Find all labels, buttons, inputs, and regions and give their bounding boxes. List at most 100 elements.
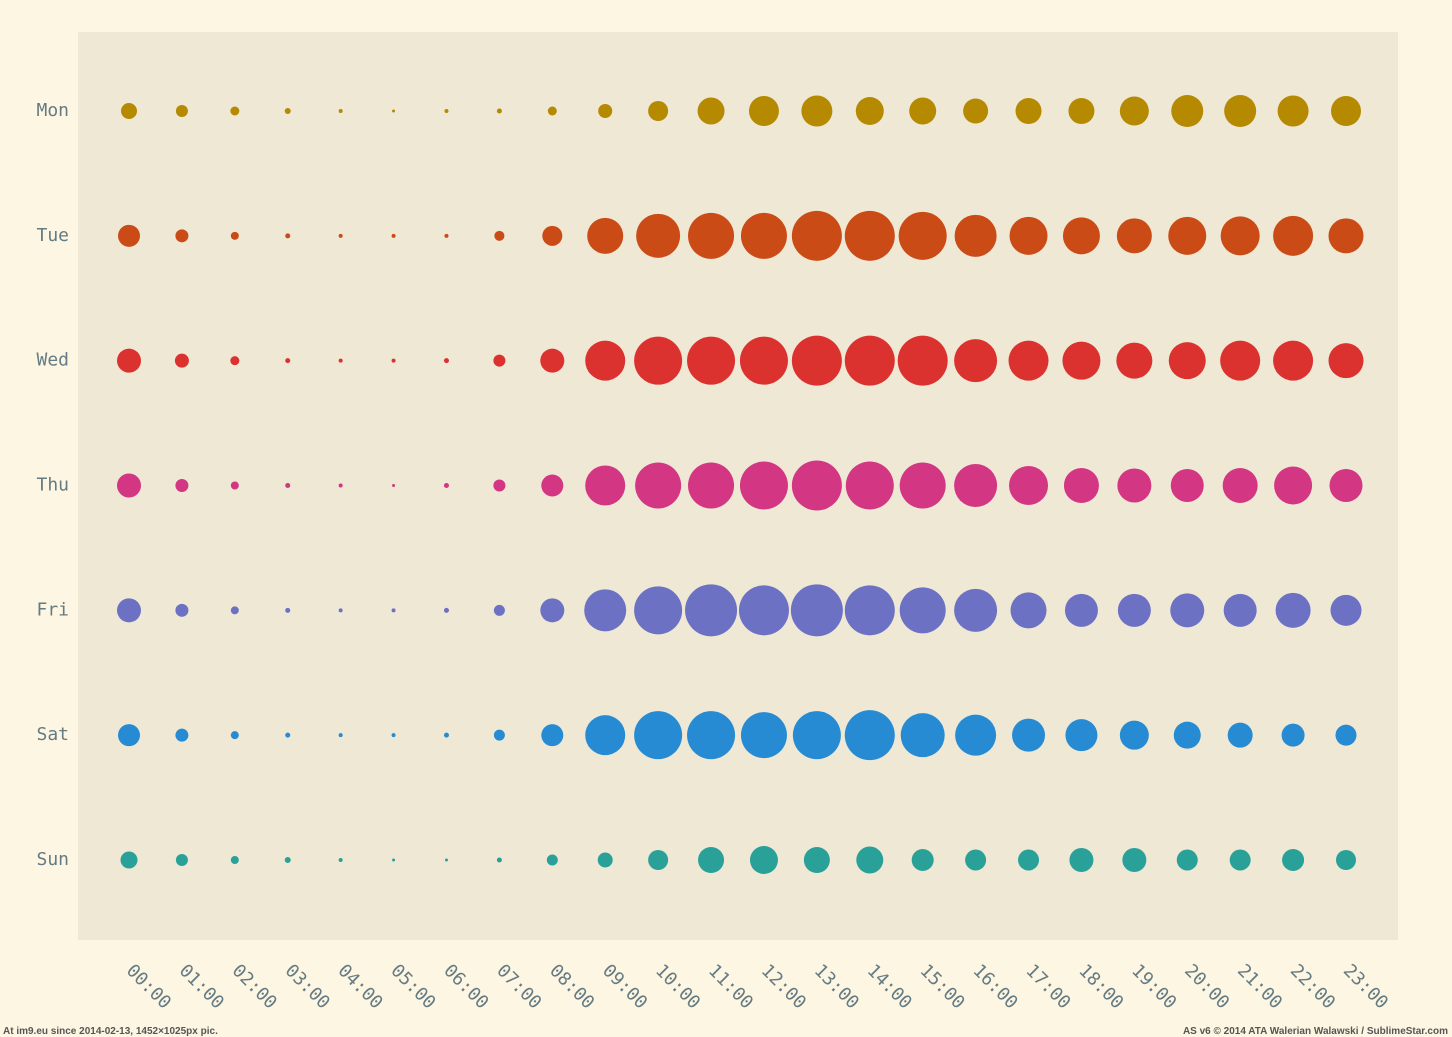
bubble xyxy=(230,481,239,490)
bubble xyxy=(392,109,396,113)
bubble xyxy=(685,584,738,637)
bubble xyxy=(1330,594,1362,626)
footer-left: At im9.eu since 2014-02-13, 1452×1025px … xyxy=(3,1026,218,1037)
bubble xyxy=(791,210,842,261)
bubble xyxy=(338,483,343,488)
bubble xyxy=(338,608,343,613)
bubble xyxy=(844,335,895,386)
row-label: Tue xyxy=(36,225,69,246)
bubble xyxy=(1328,218,1364,254)
bubble xyxy=(338,109,343,113)
bubble xyxy=(496,857,502,863)
bubble xyxy=(585,340,626,381)
bubble xyxy=(1010,592,1047,629)
bubble xyxy=(443,483,449,488)
bubble xyxy=(585,715,626,756)
bubble xyxy=(844,710,895,761)
bubble xyxy=(285,483,291,488)
bubble xyxy=(1224,95,1257,127)
bubble xyxy=(1119,96,1149,126)
bubble xyxy=(1009,466,1049,505)
row-label: Wed xyxy=(36,350,69,371)
bubble xyxy=(175,105,188,117)
bubble xyxy=(648,101,669,121)
bubble xyxy=(391,733,396,738)
bubble xyxy=(496,108,502,114)
bubble xyxy=(1119,720,1149,750)
bubble xyxy=(1220,340,1261,381)
bubble xyxy=(1336,850,1356,870)
bubble xyxy=(1173,721,1201,749)
bubble xyxy=(1069,848,1094,872)
bubble xyxy=(1063,468,1099,503)
bubble xyxy=(898,211,947,260)
bubble xyxy=(285,607,291,613)
bubble xyxy=(175,854,188,866)
bubble xyxy=(1227,722,1253,748)
bubble xyxy=(899,462,946,509)
bubble xyxy=(285,732,291,738)
bubble xyxy=(1273,215,1314,256)
bubble xyxy=(963,98,989,124)
bubble xyxy=(1282,849,1305,871)
bubble xyxy=(443,607,449,613)
bubble xyxy=(1335,724,1357,746)
bubble xyxy=(444,233,449,238)
bubble xyxy=(598,104,613,118)
bubble xyxy=(1274,466,1313,505)
bubble xyxy=(698,847,725,873)
bubble xyxy=(117,348,141,373)
bubble xyxy=(844,585,895,636)
bubble xyxy=(911,849,934,871)
bubble xyxy=(391,358,396,363)
bubble xyxy=(1229,849,1251,871)
bubble xyxy=(175,479,189,492)
bubble xyxy=(546,854,558,866)
bubble xyxy=(493,479,506,492)
bubble xyxy=(954,464,998,507)
bubble xyxy=(230,356,240,366)
bubble xyxy=(338,858,343,862)
bubble xyxy=(790,584,843,637)
bubble xyxy=(587,217,624,254)
bubble xyxy=(1012,718,1046,752)
bubble xyxy=(1171,95,1204,127)
bubble xyxy=(844,210,895,261)
bubble xyxy=(1329,469,1363,502)
bubble xyxy=(738,585,789,636)
bubble xyxy=(1116,342,1153,379)
bubble xyxy=(493,604,505,616)
bubble xyxy=(1015,98,1042,124)
bubble xyxy=(117,598,141,623)
bubble xyxy=(338,733,343,738)
bubble xyxy=(687,336,736,385)
bubble xyxy=(1168,216,1207,255)
bubble xyxy=(444,858,448,862)
bubble xyxy=(391,608,396,613)
bubble xyxy=(494,230,505,241)
bubble xyxy=(954,339,998,383)
bubble xyxy=(740,712,787,759)
bubble xyxy=(338,233,343,238)
bubble xyxy=(444,109,449,113)
bubble xyxy=(687,711,736,760)
bubble xyxy=(174,353,189,368)
bubble xyxy=(697,97,725,125)
bubble xyxy=(648,850,669,870)
bubble xyxy=(899,587,946,634)
bubble xyxy=(230,106,240,116)
bubble xyxy=(1117,593,1151,627)
bubble xyxy=(1170,593,1205,628)
bubble xyxy=(1223,593,1257,627)
bubble xyxy=(1065,719,1098,752)
bubble xyxy=(1062,217,1100,255)
bubble xyxy=(791,460,842,511)
bubble xyxy=(230,856,239,864)
bubble xyxy=(1176,849,1198,871)
bubble xyxy=(118,224,140,247)
bubble xyxy=(118,724,140,747)
footer-right: AS v6 © 2014 ATA Walerian Walawski / Sub… xyxy=(1183,1026,1448,1037)
bubble xyxy=(540,348,565,373)
bubble xyxy=(1170,469,1204,502)
